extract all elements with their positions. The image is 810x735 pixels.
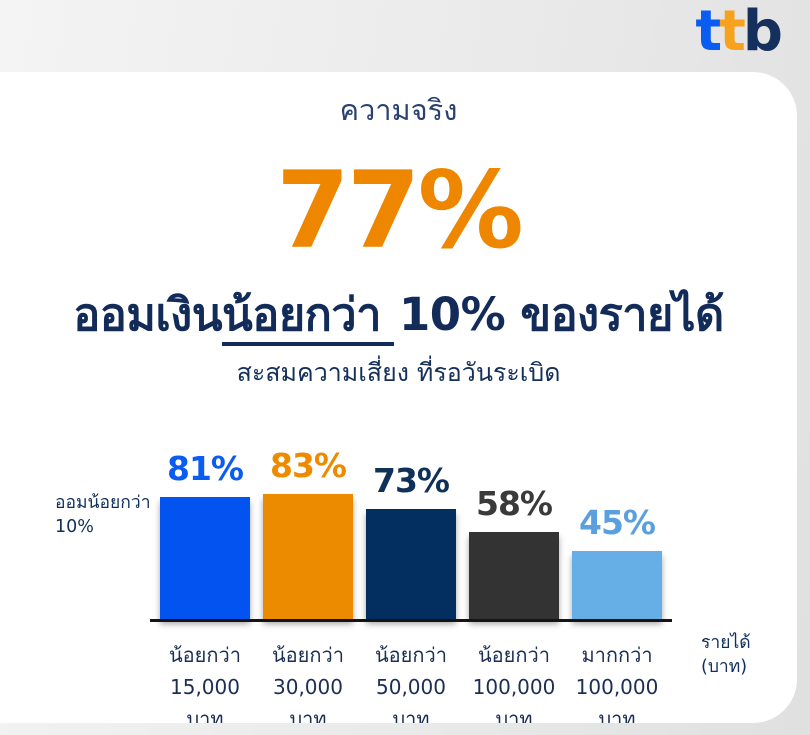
category-label-line: บาท: [289, 707, 327, 723]
bar-4: [572, 551, 662, 619]
category-label-0: น้อยกว่า 15,000 บาท: [160, 639, 250, 723]
logo-letter-1: t: [719, 0, 746, 64]
bar-2: [366, 509, 456, 619]
category-label-1: น้อยกว่า 30,000 บาท: [263, 639, 353, 723]
category-label-line: 15,000: [170, 675, 240, 700]
bar-column-4: 45%: [572, 503, 662, 619]
category-label-line: บาท: [495, 707, 533, 723]
bar-column-2: 73%: [366, 461, 456, 619]
category-label-line: 50,000: [376, 675, 446, 700]
category-label-line: บาท: [598, 707, 636, 723]
category-label-4: มากกว่า 100,000 บาท: [572, 639, 662, 723]
bar-value-label-2: 73%: [373, 461, 450, 501]
bar-column-3: 58%: [469, 484, 559, 619]
category-label-line: น้อยกว่า: [478, 642, 550, 667]
category-label-line: 100,000: [575, 675, 659, 700]
category-label-line: น้อยกว่า: [169, 642, 241, 667]
category-label-line: มากกว่า: [581, 642, 653, 667]
y-axis-label: ออมน้อยกว่า 10%: [55, 491, 151, 540]
subheadline: สะสมความเสี่ยง ที่รอวันระเบิด: [236, 357, 561, 387]
bar-0: [160, 497, 250, 619]
bar-1: [263, 494, 353, 619]
bar-3: [469, 531, 559, 619]
bar-chart: ออมน้อยกว่า 10% 81% 83% 73% 58% 45% น้อยกว่า 1…: [0, 446, 797, 723]
headline-suffix: 10% ของรายได้: [398, 287, 724, 341]
x-axis-label-line: (บาท): [701, 657, 748, 678]
category-label-line: บาท: [392, 707, 430, 723]
category-label-line: น้อยกว่า: [272, 642, 344, 667]
headline-underlined: น้อยกว่า: [222, 287, 394, 346]
y-axis-label-line: ออมน้อยกว่า: [55, 492, 151, 513]
bar-value-label-3: 58%: [476, 483, 553, 523]
x-axis-label: รายได้ (บาท): [701, 631, 751, 680]
bar-value-label-0: 81%: [167, 449, 244, 489]
category-label-3: น้อยกว่า 100,000 บาท: [469, 639, 559, 723]
ttb-logo: ttb: [695, 4, 783, 60]
big-stat: 77%: [276, 149, 524, 272]
headline-prefix: ออมเงิน: [73, 287, 223, 341]
headline: ออมเงินน้อยกว่า 10% ของรายได้: [0, 278, 797, 350]
category-label-line: 100,000: [472, 675, 556, 700]
x-axis-label-line: รายได้: [701, 632, 751, 653]
y-axis-label-line: 10%: [55, 517, 94, 538]
infographic-card: ความจริง 77% ออมเงินน้อยกว่า 10% ของรายได…: [0, 72, 797, 723]
category-labels-row: น้อยกว่า 15,000 บาท น้อยกว่า 30,000 บาท น้อยกว…: [160, 639, 662, 723]
bar-value-label-1: 83%: [270, 446, 347, 486]
bars-row: 81% 83% 73% 58% 45%: [160, 446, 662, 619]
logo-letter-0: t: [695, 0, 722, 64]
bar-column-0: 81%: [160, 449, 250, 619]
bar-value-label-4: 45%: [579, 503, 656, 543]
category-label-line: บาท: [186, 707, 224, 723]
chart-baseline: [150, 618, 672, 622]
logo-letter-2: b: [742, 0, 783, 64]
category-label-line: น้อยกว่า: [375, 642, 447, 667]
category-label-line: 30,000: [273, 675, 343, 700]
bar-column-1: 83%: [263, 446, 353, 619]
kicker-title: ความจริง: [339, 93, 458, 127]
category-label-2: น้อยกว่า 50,000 บาท: [366, 639, 456, 723]
